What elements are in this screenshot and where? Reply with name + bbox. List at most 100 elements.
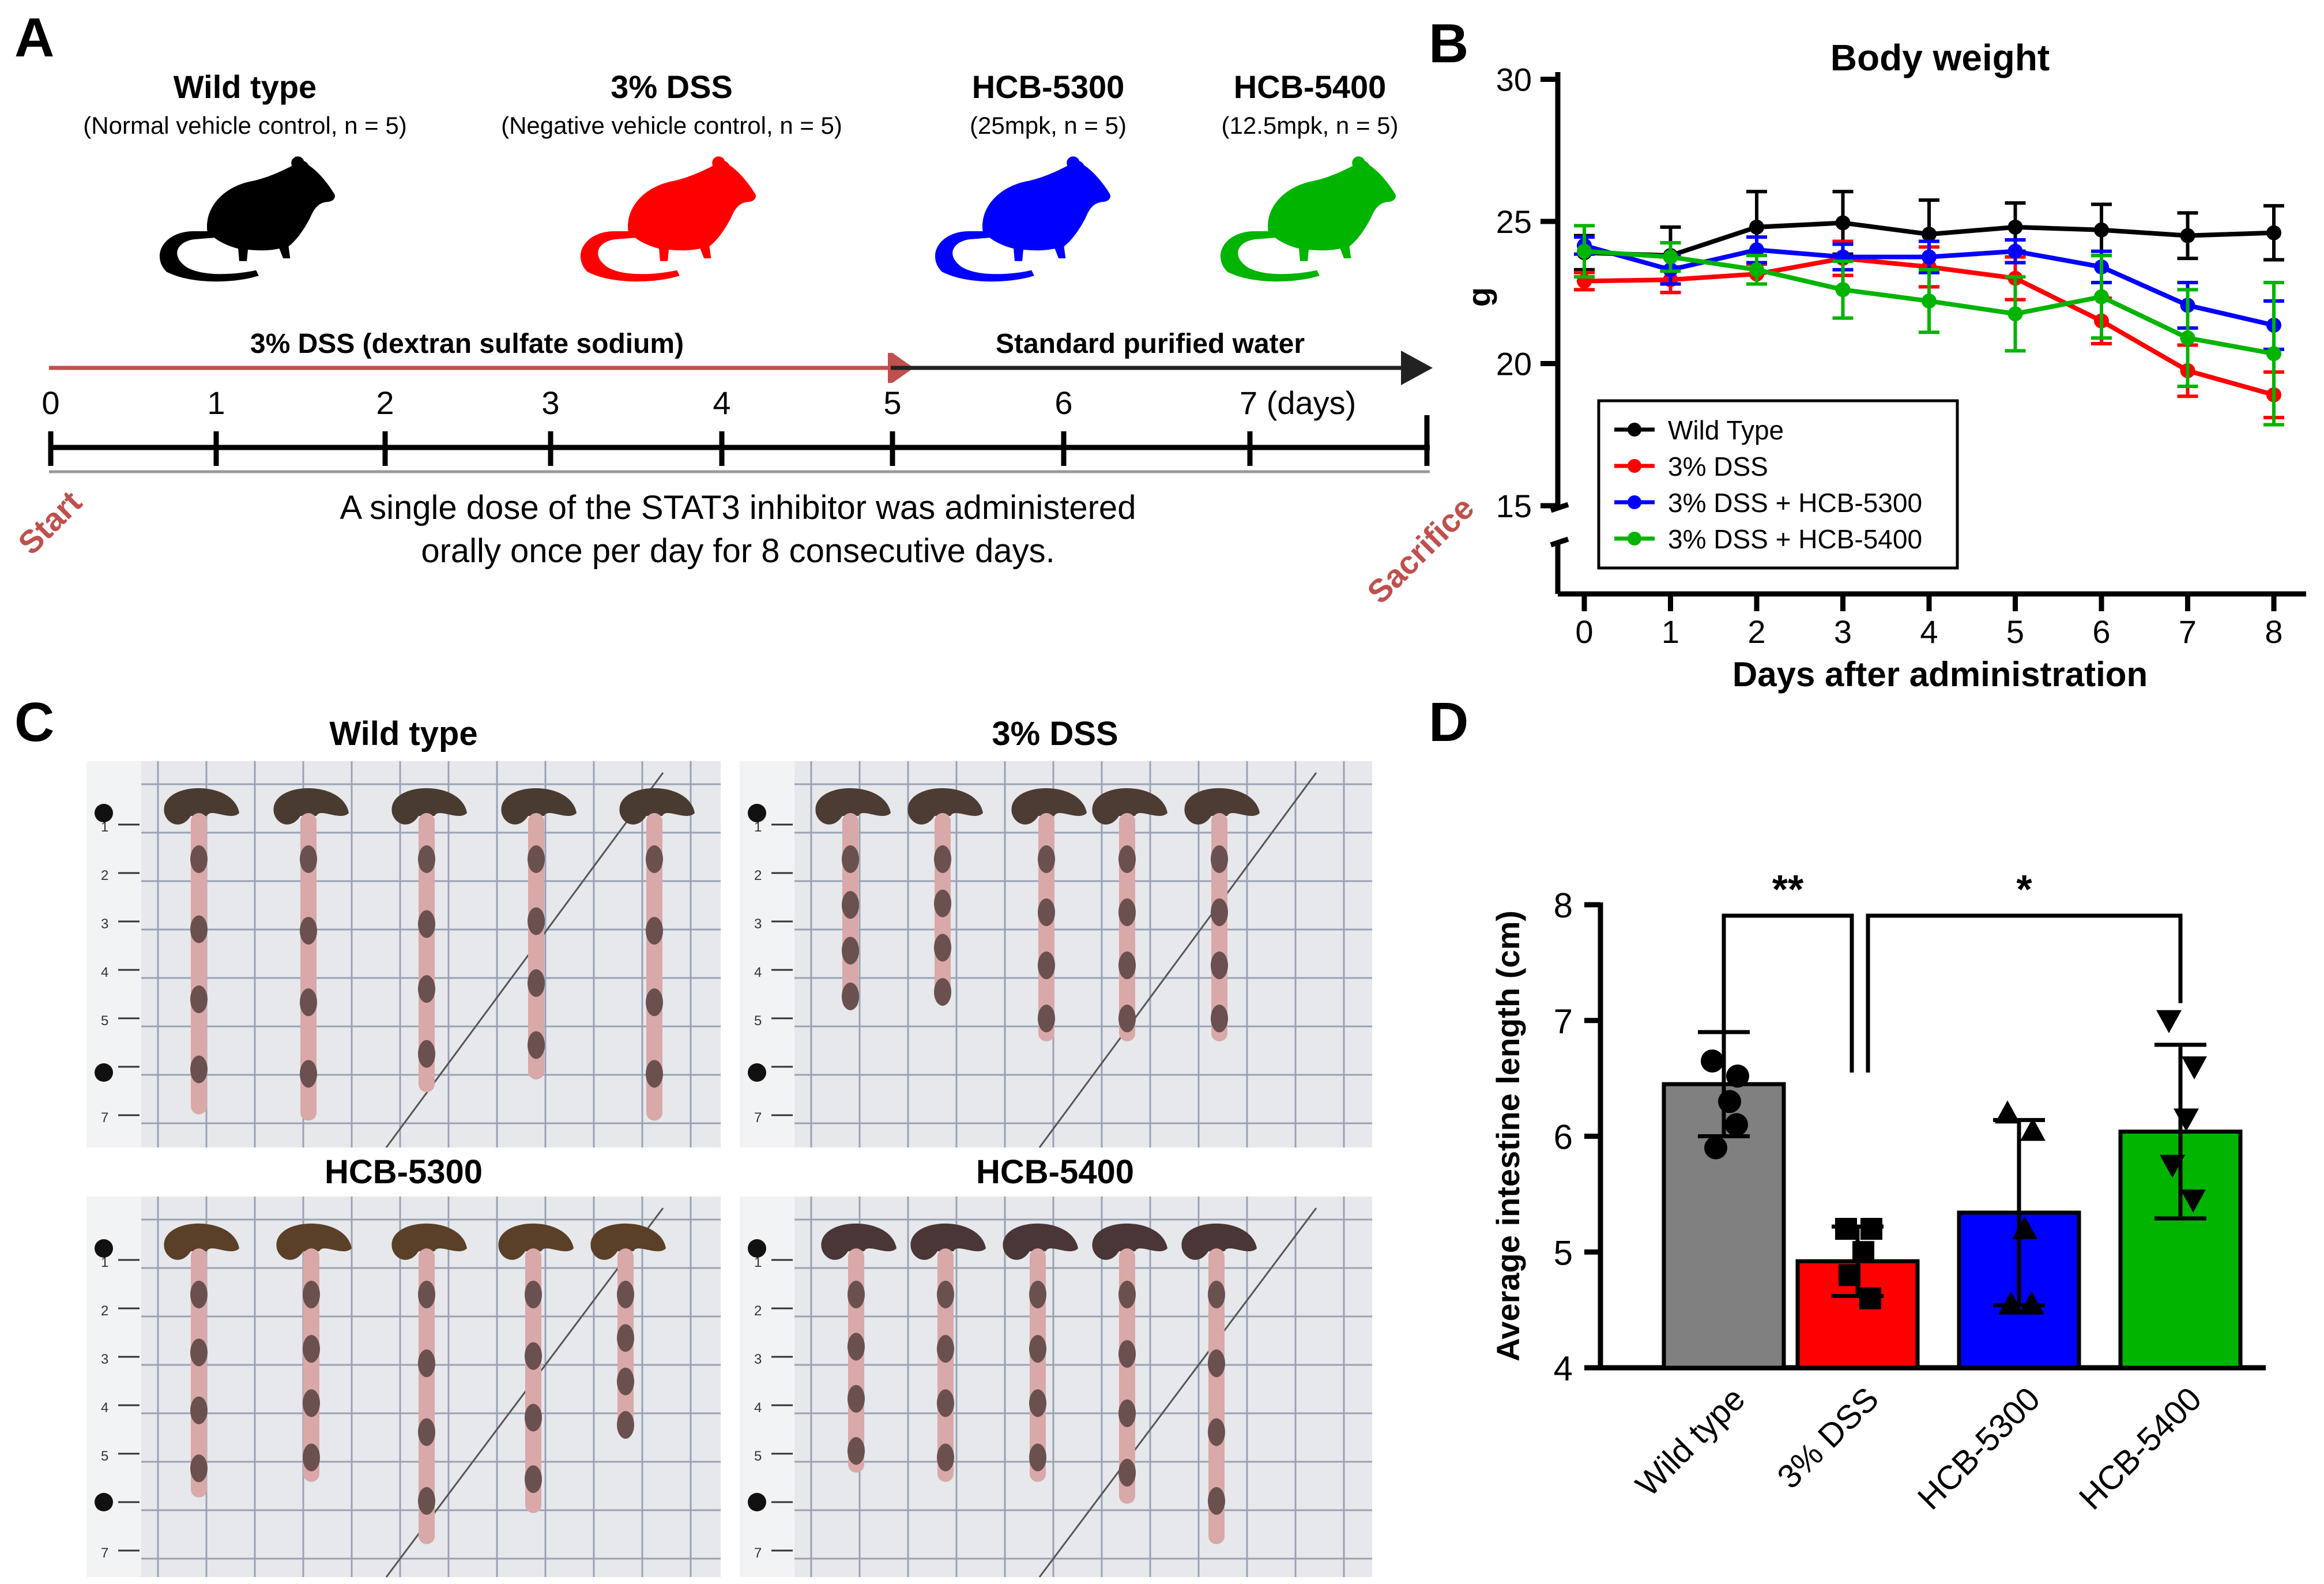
intestine-stool: [528, 845, 545, 873]
x-tick-label: 8: [2265, 614, 2282, 650]
y-axis-label: g: [1461, 287, 1497, 307]
intestine-stool: [934, 889, 951, 917]
intestine-stool: [937, 1389, 954, 1417]
intestine-stool: [418, 1040, 435, 1068]
legend-entry: 3% DSS + HCB-5400: [1614, 524, 1922, 554]
y-tick-label: 25: [1496, 204, 1532, 240]
x-axis-label: Days after administration: [1732, 655, 2148, 694]
intestine-stool: [300, 1060, 317, 1088]
ruler-label: 7: [101, 1545, 108, 1561]
timeline-days: 0 1 2 3 4 5 6 7 (days): [42, 385, 1356, 421]
ruler-pin: [748, 1239, 766, 1258]
day-label: 4: [713, 385, 730, 421]
legend-entry: 3% DSS + HCB-5300: [1614, 488, 1922, 518]
intestine-stool: [1038, 951, 1055, 980]
ruler-label: 4: [101, 1400, 108, 1416]
intestine-stool: [303, 1443, 320, 1472]
intestine-stool: [303, 1281, 320, 1308]
intestine-photos: 1234567123456712345671234567: [86, 761, 1372, 1578]
intestine-stool: [303, 1389, 320, 1417]
y-tick-label: 8: [1554, 886, 1573, 925]
intestine-stool: [1208, 1487, 1225, 1515]
day-label: 1: [207, 385, 225, 421]
intestine-stool: [528, 969, 545, 997]
diagonal-mark: [1038, 1207, 1317, 1578]
ruler-label: 5: [754, 1013, 762, 1029]
intestine-colon: [1208, 1248, 1225, 1544]
data-point: [2266, 346, 2281, 362]
y-ticks: 15 20 25 30: [1496, 62, 1558, 524]
intestine-cecum: [273, 788, 349, 825]
data-point: [1718, 1090, 1741, 1113]
ruler: [740, 761, 794, 1147]
intestine-stool: [190, 1396, 208, 1424]
ruler-pin: [95, 1063, 113, 1082]
ruler: [86, 1197, 141, 1577]
intestine-colon: [300, 813, 317, 1121]
intestine-cecum: [1181, 1223, 1257, 1260]
mouse-icon: [580, 156, 756, 282]
intestine-stool: [190, 1338, 208, 1367]
intestine-stool: [190, 1055, 208, 1083]
intestine-stool: [1211, 951, 1228, 980]
data-point: [1663, 249, 1678, 265]
intestine-cecum: [276, 1223, 352, 1260]
series: [1574, 190, 2284, 427]
data-point: [1922, 294, 1937, 309]
y-axis-label: Average intestine length (cm): [1490, 910, 1526, 1361]
intestine-stool: [842, 936, 859, 965]
intestine-stool: [848, 1333, 865, 1361]
start-label: Start: [11, 484, 89, 562]
ruler-pin: [95, 804, 113, 822]
photo-background: [740, 1197, 1372, 1577]
data-point: [1725, 1113, 1748, 1137]
day-label: 6: [1054, 385, 1072, 421]
ruler-label: 1: [101, 819, 108, 835]
intestine-stool: [646, 988, 663, 1017]
ruler-label: 4: [754, 965, 762, 980]
intestine-stool: [842, 845, 859, 873]
intestine-stool: [1038, 898, 1055, 927]
intestine-stool: [190, 845, 208, 873]
data-point: [2180, 228, 2195, 243]
intestine-stool: [418, 1418, 435, 1446]
intestine-colon: [525, 1248, 541, 1513]
intestine-cecum: [1011, 788, 1087, 825]
intestine-stool: [937, 1335, 954, 1363]
intestine-cecum: [815, 788, 891, 825]
data-point: [1704, 1136, 1727, 1160]
x-tick-label: 5: [2006, 614, 2024, 650]
intestine-stool: [848, 1281, 865, 1308]
intestine-stool: [1211, 845, 1228, 873]
legend-label: 3% DSS + HCB-5300: [1668, 488, 1922, 518]
y-tick-label: 15: [1496, 488, 1532, 524]
y-tick-label: 5: [1554, 1233, 1573, 1272]
intestine-stool: [1038, 1004, 1055, 1033]
series-0: [1574, 190, 2284, 286]
x-tick-label: 3% DSS: [1770, 1380, 1886, 1496]
legend: Wild Type 3% DSS 3% DSS + HCB-5300 3% DS…: [1597, 399, 1959, 570]
group-title: 3% DSS: [611, 69, 733, 105]
day-label: 2: [376, 385, 394, 421]
intestine-cecum: [821, 1223, 897, 1260]
intestine-stool: [190, 985, 208, 1014]
intestine-stool: [300, 988, 317, 1017]
data-point: [1835, 215, 1851, 231]
legend-label: Wild Type: [1668, 415, 1784, 445]
data-point: [2180, 1189, 2206, 1213]
intestine-stool: [300, 845, 317, 873]
x-tick-label: 1: [1662, 614, 1679, 650]
intestine-stool: [1029, 1389, 1046, 1417]
data-point: [1852, 1241, 1874, 1263]
intestine-stool: [617, 1324, 634, 1352]
panel-label-d: D: [1429, 691, 1468, 753]
intestine-stool: [1211, 1004, 1228, 1033]
intestine-stool: [1118, 1458, 1136, 1487]
intestine-cecum: [1092, 1223, 1167, 1260]
intestine-stool: [646, 845, 663, 873]
intestine-cecum: [164, 788, 239, 825]
ruler-label: 2: [754, 1303, 762, 1319]
intestine-stool: [1029, 1443, 1046, 1472]
